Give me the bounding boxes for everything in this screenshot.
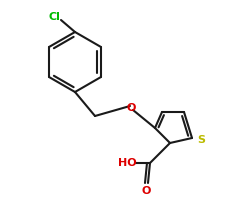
Text: S: S: [197, 135, 205, 145]
Text: Cl: Cl: [48, 12, 60, 22]
Text: HO: HO: [118, 158, 136, 168]
Text: O: O: [141, 186, 151, 196]
Text: O: O: [126, 103, 136, 113]
